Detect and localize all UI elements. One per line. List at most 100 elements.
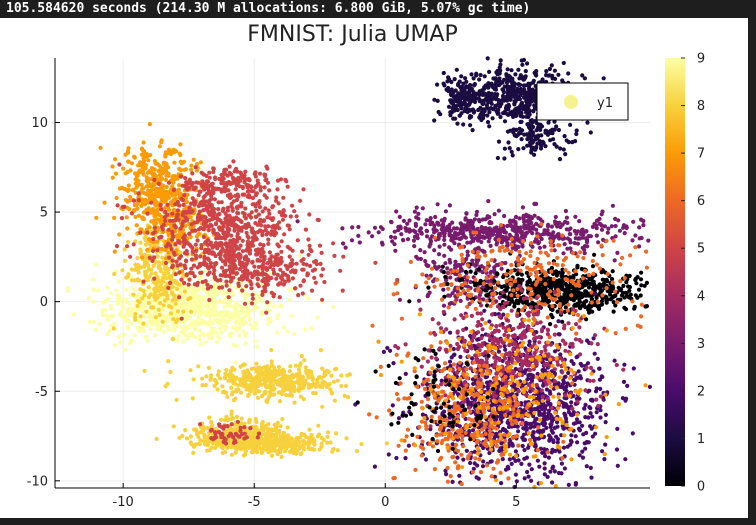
data-point [591,271,596,276]
data-point [538,282,543,287]
data-point [604,238,609,243]
data-point [428,331,433,336]
data-point [569,289,574,294]
data-point [522,329,527,334]
data-point [534,280,540,285]
data-point [548,239,554,244]
data-point [544,425,549,430]
data-point [437,457,442,462]
data-point [597,377,603,382]
data-point [471,428,476,433]
data-point [424,229,430,234]
data-point [592,221,597,226]
data-point [564,384,569,389]
data-point [594,397,599,402]
data-point [447,203,452,208]
data-point [595,304,600,309]
data-point [482,109,487,114]
data-point [482,425,487,430]
data-point [542,353,547,358]
data-point [435,82,440,87]
data-point [554,273,560,278]
data-point [585,120,590,125]
data-point [450,442,455,447]
data-point [528,249,533,254]
data-point [563,268,568,273]
data-point [575,236,581,241]
data-point [502,213,507,219]
data-point [588,406,593,411]
data-point [531,332,537,337]
data-point [543,270,548,275]
data-point [490,312,495,317]
data-point [424,234,430,239]
data-point [295,219,300,224]
data-point [552,425,558,430]
data-point [472,217,477,222]
data-point [436,398,441,404]
data-point [545,362,550,367]
data-point [560,456,565,461]
data-point [483,84,488,90]
data-point [513,279,518,284]
data-point [567,394,572,399]
data-point [451,387,456,392]
data-point [496,139,502,144]
data-point [436,236,441,241]
data-point [494,324,499,329]
data-point [87,319,92,325]
data-point [462,386,467,391]
data-point [467,301,472,306]
data-point [637,236,642,241]
data-point [449,282,454,287]
data-point [439,425,444,431]
data-point [443,261,448,266]
data-point [445,270,450,276]
data-point [497,76,502,81]
data-point [573,214,578,219]
data-point [428,216,433,221]
data-point [555,262,560,267]
data-point [451,346,456,352]
data-point [576,391,581,396]
data-point [574,128,579,133]
data-point [514,134,519,139]
data-point [519,461,524,466]
data-point [522,447,527,453]
data-point [561,258,567,263]
data-point [464,372,469,377]
data-point [555,420,560,425]
data-point [473,403,478,408]
data-point [454,297,459,302]
data-point [526,430,531,436]
data-point [291,331,296,337]
data-point [598,415,603,420]
data-point [643,383,648,388]
data-point [615,426,620,431]
data-point [526,83,532,88]
data-point [463,281,468,286]
data-point [528,118,533,123]
data-point [566,482,571,487]
data-point [623,307,629,312]
data-point [554,343,559,348]
data-point [396,443,401,448]
data-point [513,72,518,77]
data-point [531,224,536,229]
data-point [517,130,522,135]
data-point [381,349,386,354]
data-point [535,234,540,239]
data-point [498,323,503,328]
data-point [487,298,492,303]
data-point [551,277,556,282]
data-point [492,268,497,273]
data-point [595,342,600,347]
data-point [121,332,126,337]
data-point [424,378,429,383]
data-point [539,222,544,227]
data-point [592,351,597,356]
data-point [464,314,469,319]
data-point [536,401,541,406]
data-point [538,417,543,422]
data-point [532,336,537,341]
